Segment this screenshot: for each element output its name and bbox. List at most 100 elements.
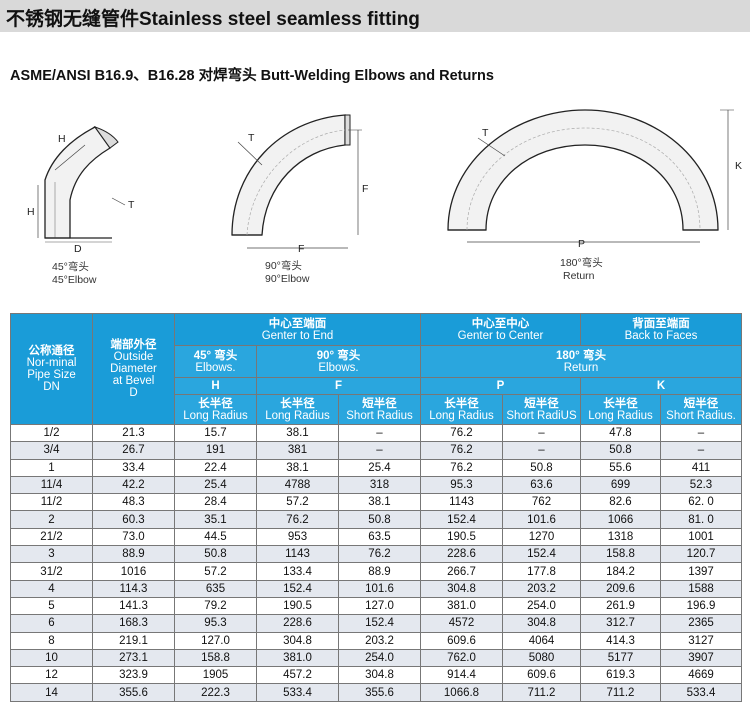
cell-h-long-radius: 191: [174, 441, 257, 460]
cell-h-long-radius: 15.7: [174, 423, 257, 443]
return-p-label: P: [578, 238, 585, 250]
cell-nominal-size: 2: [10, 510, 93, 529]
cell-p-short-radius: 50.8: [502, 458, 581, 477]
cell-k-short-radius: –: [660, 441, 742, 460]
cell-p-short-radius: 203.2: [502, 579, 581, 598]
table-row: 31/2 1016 57.2 133.4 88.9 266.7 177.8 184.2 1397: [10, 562, 742, 581]
col-header-od: 端部外径 Outside Diameter at Bevel D: [92, 313, 175, 425]
cell-p-short-radius: 177.8: [502, 562, 581, 581]
col-header-p: P: [420, 377, 581, 395]
cell-p-long-radius: 914.4: [420, 666, 503, 685]
section-subtitle: ASME/ANSI B16.9、B16.28 对焊弯头 Butt-Welding…: [10, 68, 494, 84]
table-row: 10 273.1 158.8 381.0 254.0 762.0 5080 5177 3907: [10, 648, 742, 668]
col-header-k-long-radius: 长半径 Long Radius: [580, 394, 661, 425]
cell-f-long-radius: 381.0: [256, 648, 339, 668]
cell-p-short-radius: 254.0: [502, 596, 581, 616]
cell-p-short-radius: –: [502, 423, 581, 443]
cell-nominal-size: 12: [10, 666, 93, 685]
cell-k-short-radius: 411: [660, 458, 742, 477]
cell-f-long-radius: 953: [256, 527, 339, 547]
elbow90-t-label: T: [248, 132, 255, 144]
cell-h-long-radius: 50.8: [174, 545, 257, 564]
cell-k-long-radius: 699: [580, 475, 661, 495]
col-header-f-short-radius: 短半径 Short Radius: [338, 394, 421, 425]
cell-outside-diameter: 323.9: [92, 666, 175, 685]
table-row: 11/2 48.3 28.4 57.2 38.1 1143 762 82.6 62. 0: [10, 493, 742, 512]
cell-f-short-radius: 25.4: [338, 458, 421, 477]
cell-f-long-radius: 152.4: [256, 579, 339, 598]
cell-p-short-radius: 4064: [502, 631, 581, 650]
col-header-45-elbows: 45° 弯头 Elbows.: [174, 345, 257, 378]
spec-table-body: 1/2 21.3 15.7 38.1–76.2–47.8–3/4 26.7 191 381–…: [10, 423, 742, 702]
cell-k-short-radius: 62. 0: [660, 493, 742, 512]
cell-outside-diameter: 88.9: [92, 545, 175, 564]
cell-h-long-radius: 28.4: [174, 493, 257, 512]
cell-nominal-size: 10: [10, 648, 93, 668]
cell-f-long-radius: 57.2: [256, 493, 339, 512]
return-caption-cn: 180°弯头: [560, 256, 603, 269]
cell-h-long-radius: 35.1: [174, 510, 257, 529]
return-180-diagram: T K P 180°弯头 Return: [447, 109, 742, 282]
elbow90-caption-en: 90°Elbow: [265, 273, 310, 285]
cell-nominal-size: 11/2: [10, 493, 93, 512]
cell-p-long-radius: 76.2: [420, 458, 503, 477]
cell-p-short-radius: –: [502, 441, 581, 460]
table-row: 5 141.3 79.2 190.5 127.0 381.0 254.0 261.9 196.9: [10, 596, 742, 616]
cell-f-short-radius: 101.6: [338, 579, 421, 598]
cell-p-short-radius: 304.8: [502, 614, 581, 633]
cell-f-long-radius: 228.6: [256, 614, 339, 633]
cell-k-long-radius: 209.6: [580, 579, 661, 598]
cell-p-long-radius: 266.7: [420, 562, 503, 581]
cell-outside-diameter: 26.7: [92, 441, 175, 460]
cell-k-short-radius: 533.4: [660, 683, 742, 702]
cell-p-short-radius: 1270: [502, 527, 581, 547]
table-row: 4 114.3 635 152.4 101.6 304.8 203.2 209.6 1588: [10, 579, 742, 598]
elbow-diagrams: H H T D 45°弯头 45°Elbow T F F 90°弯头 90°El…: [27, 109, 742, 286]
cell-p-long-radius: 190.5: [420, 527, 503, 547]
cell-k-long-radius: 312.7: [580, 614, 661, 633]
elbow45-d-label: D: [74, 243, 82, 255]
table-row: 6 168.3 95.3 228.6 152.4 4572 304.8 312.7 2365: [10, 614, 742, 633]
cell-h-long-radius: 222.3: [174, 683, 257, 702]
cell-nominal-size: 21/2: [10, 527, 93, 547]
cell-outside-diameter: 114.3: [92, 579, 175, 598]
cell-f-short-radius: 88.9: [338, 562, 421, 581]
col-header-p-long-radius: 长半径 Long Radius: [420, 394, 503, 425]
cell-p-long-radius: 228.6: [420, 545, 503, 564]
cell-k-long-radius: 1066: [580, 510, 661, 529]
cell-k-short-radius: 4669: [660, 666, 742, 685]
cell-outside-diameter: 60.3: [92, 510, 175, 529]
table-row: 21/2 73.0 44.5 953 63.5 190.5 1270 1318 1001: [10, 527, 742, 547]
cell-h-long-radius: 44.5: [174, 527, 257, 547]
cell-nominal-size: 3: [10, 545, 93, 564]
cell-nominal-size: 1: [10, 458, 93, 477]
elbow45-caption-cn: 45°弯头: [52, 260, 89, 273]
cell-p-long-radius: 609.6: [420, 631, 503, 650]
elbow90-caption-cn: 90°弯头: [265, 259, 302, 272]
table-row: 2 60.3 35.1 76.2 50.8 152.4 101.6 1066 81. 0: [10, 510, 742, 529]
cell-h-long-radius: 158.8: [174, 648, 257, 668]
return-k-label: K: [735, 160, 742, 172]
cell-k-long-radius: 158.8: [580, 545, 661, 564]
cell-f-long-radius: 533.4: [256, 683, 339, 702]
cell-h-long-radius: 25.4: [174, 475, 257, 495]
table-row: 11/4 42.2 25.4 4788 318 95.3 63.6 699 52.3: [10, 475, 742, 495]
cell-f-long-radius: 38.1: [256, 423, 339, 443]
cell-f-short-radius: 63.5: [338, 527, 421, 547]
page-title: 不锈钢无缝管件Stainless steel seamless fitting: [6, 9, 420, 30]
elbow45-h-side-label: H: [27, 206, 35, 218]
elbow90-f-bottom-label: F: [298, 243, 304, 255]
col-header-k-short-radius: 短半径 Short Radius.: [660, 394, 742, 425]
cell-f-long-radius: 457.2: [256, 666, 339, 685]
cell-outside-diameter: 42.2: [92, 475, 175, 495]
cell-k-long-radius: 50.8: [580, 441, 661, 460]
cell-k-short-radius: 1001: [660, 527, 742, 547]
return-t-label: T: [482, 127, 489, 139]
cell-f-long-radius: 133.4: [256, 562, 339, 581]
cell-k-short-radius: 3127: [660, 631, 742, 650]
table-row: 12 323.9 1905 457.2 304.8 914.4 609.6 619.3 4669: [10, 666, 742, 685]
cell-k-long-radius: 5177: [580, 648, 661, 668]
col-header-f: F: [256, 377, 421, 395]
col-header-nominal: 公称通径 Nor-minal Pipe Size DN: [10, 313, 93, 425]
elbow90-f-side-label: F: [362, 183, 368, 195]
